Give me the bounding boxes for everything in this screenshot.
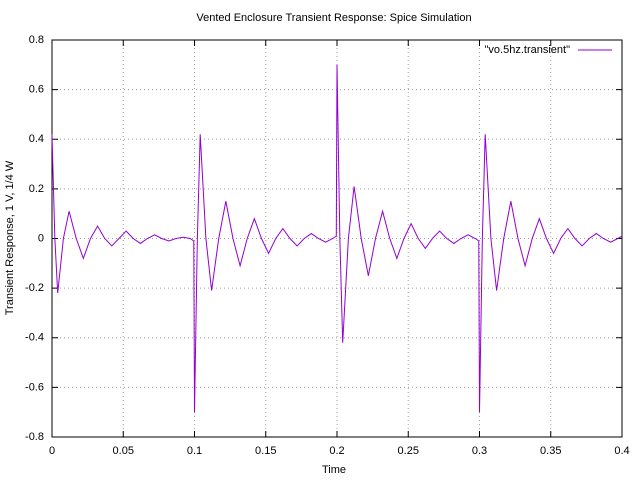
x-axis-label: Time [322,464,346,476]
y-tick-label: 0.4 [29,133,44,145]
legend-label: "vo.5hz.transient" [485,44,571,56]
chart-title: Vented Enclosure Transient Response: Spi… [196,12,471,24]
y-tick-label: -0.2 [25,282,44,294]
x-tick-label: 0.15 [255,445,276,457]
y-tick-label: 0.8 [29,34,44,46]
y-tick-label: -0.6 [25,381,44,393]
y-tick-label: 0.6 [29,84,44,96]
x-tick-label: 0 [49,445,55,457]
x-tick-label: 0.35 [540,445,561,457]
y-tick-label: 0.2 [29,183,44,195]
plot-border [51,39,623,438]
x-tick-label: 0.4 [614,445,629,457]
y-tick-label: 0 [38,232,44,244]
y-tick-label: -0.4 [25,332,44,344]
x-tick-label: 0.3 [472,445,487,457]
x-tick-label: 0.05 [113,445,134,457]
y-axis-label: Transient Response, 1 V, 1/4 W [4,160,16,315]
x-tick-label: 0.2 [329,445,344,457]
y-tick-label: -0.8 [25,431,44,443]
data-line [51,64,623,413]
x-tick-label: 0.1 [187,445,202,457]
x-tick-label: 0.25 [398,445,419,457]
